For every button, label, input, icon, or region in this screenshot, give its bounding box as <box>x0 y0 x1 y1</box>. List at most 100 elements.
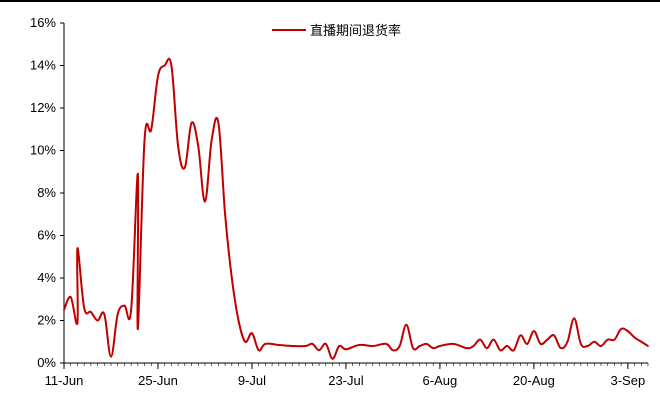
data-point <box>277 344 280 346</box>
series-layer <box>63 57 649 360</box>
y-tick-label: 0% <box>37 355 56 370</box>
x-tick-label: 9-Jul <box>238 373 266 388</box>
y-tick-label: 4% <box>37 270 56 285</box>
y-tick-label: 6% <box>37 228 56 243</box>
legend-label: 直播期间退货率 <box>310 23 401 38</box>
data-point <box>177 145 180 148</box>
data-point <box>83 306 86 309</box>
data-point <box>586 345 589 347</box>
y-tick-label: 12% <box>30 100 56 115</box>
data-point <box>110 355 112 358</box>
data-point <box>640 340 643 343</box>
data-point <box>392 349 394 352</box>
data-point <box>620 328 623 330</box>
data-point <box>130 308 133 311</box>
data-point <box>190 121 193 124</box>
data-point <box>257 349 260 352</box>
data-point <box>647 345 649 347</box>
data-point <box>486 347 488 350</box>
data-point <box>512 349 515 352</box>
data-point <box>553 334 555 337</box>
data-point <box>633 336 636 339</box>
data-point <box>291 345 294 347</box>
axes: 0% 2% 4% 6% 8% 10% 12% 14% 16% 11-Jun 25-Jun 9-Jul 2… <box>30 15 649 388</box>
data-point <box>371 345 374 347</box>
data-point <box>157 75 159 78</box>
series-line-0 <box>63 57 649 360</box>
data-point <box>573 317 576 320</box>
data-point <box>385 342 388 345</box>
data-point <box>579 342 582 345</box>
data-point <box>116 313 119 316</box>
data-point <box>237 319 240 322</box>
y-tick-label: 2% <box>37 313 56 328</box>
data-point <box>539 342 542 345</box>
data-point <box>338 345 341 347</box>
x-tick-label: 25-Jun <box>138 373 178 388</box>
data-point <box>89 311 92 313</box>
data-point <box>472 345 475 347</box>
data-point <box>264 342 267 345</box>
data-point <box>600 345 602 347</box>
data-point <box>69 296 72 299</box>
data-point <box>163 64 166 67</box>
data-point <box>532 330 535 333</box>
data-point <box>244 340 247 343</box>
data-point <box>593 340 596 343</box>
data-point <box>183 166 186 169</box>
data-point <box>358 344 361 346</box>
x-tick-label: 11-Jun <box>45 373 84 388</box>
data-point <box>398 345 401 347</box>
data-point <box>345 348 347 351</box>
data-point <box>412 347 414 350</box>
y-tick-label: 14% <box>30 58 56 73</box>
data-point <box>123 304 126 307</box>
y-tick-label: 10% <box>30 143 56 158</box>
data-point <box>506 345 508 347</box>
data-point <box>479 338 482 341</box>
data-point <box>613 338 616 341</box>
data-point <box>230 277 233 279</box>
x-tick-label: 20-Aug <box>513 373 555 388</box>
data-point <box>76 321 79 324</box>
data-point <box>418 345 421 347</box>
data-point <box>519 334 522 337</box>
data-point <box>63 308 65 311</box>
data-point <box>136 328 139 330</box>
data-point <box>559 347 562 350</box>
data-point <box>217 121 220 124</box>
data-point <box>405 323 408 326</box>
data-point <box>210 138 213 141</box>
legend: 直播期间退货率 <box>272 23 401 38</box>
data-point <box>311 342 314 345</box>
x-tick-label: 23-Jul <box>328 373 364 388</box>
data-point <box>492 338 495 341</box>
data-point <box>136 172 139 175</box>
data-point <box>103 313 106 316</box>
data-point <box>526 342 529 345</box>
data-point <box>304 345 307 347</box>
data-point <box>204 200 206 203</box>
data-point <box>452 342 455 345</box>
data-point <box>96 319 99 322</box>
data-point <box>425 342 428 345</box>
x-tick-label: 6-Aug <box>423 373 458 388</box>
data-point <box>626 330 629 333</box>
data-point <box>170 64 173 67</box>
data-point <box>324 342 327 345</box>
data-point <box>546 338 549 341</box>
data-point <box>606 338 609 341</box>
data-point <box>566 340 569 343</box>
data-point <box>318 349 320 352</box>
y-tick-label: 16% <box>30 15 56 30</box>
top-rule <box>0 0 660 2</box>
data-point <box>251 332 253 335</box>
y-tick-label: 8% <box>37 185 56 200</box>
data-point <box>331 357 334 360</box>
data-point <box>197 145 200 148</box>
data-point <box>150 128 153 131</box>
x-tick-label: 3-Sep <box>611 373 646 388</box>
data-point <box>143 138 146 141</box>
